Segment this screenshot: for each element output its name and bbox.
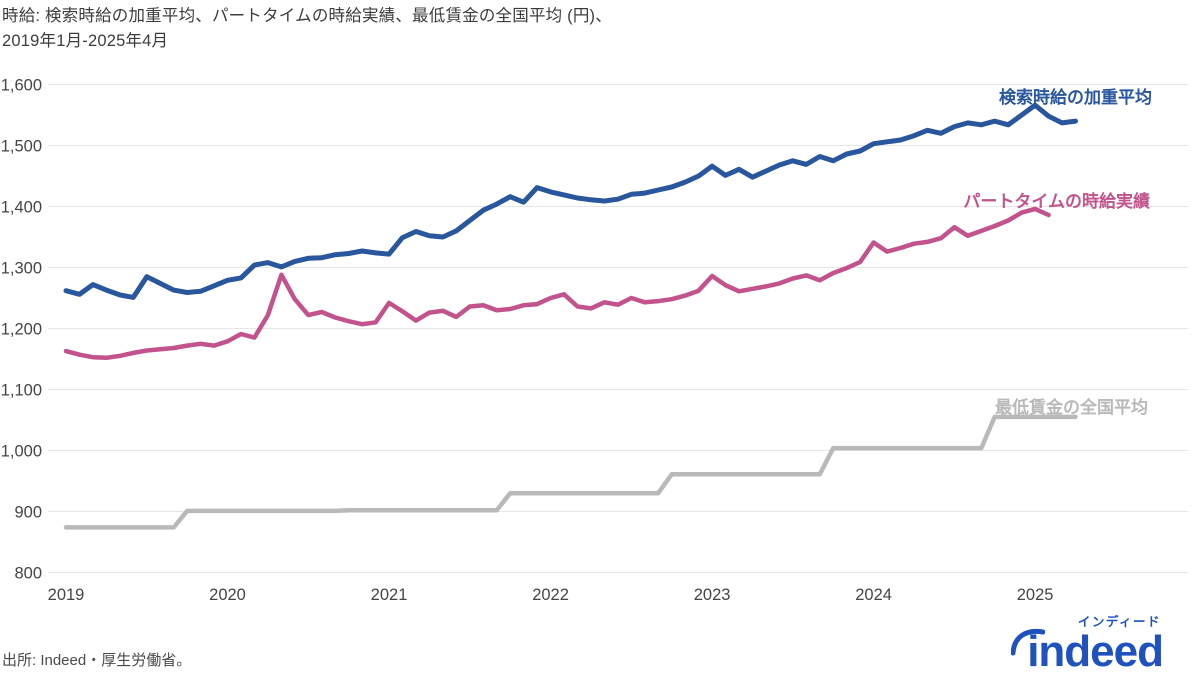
series-line-minimum-wage <box>63 414 1078 530</box>
y-tick-label: 1,100 <box>1 382 42 400</box>
series-line-parttime-actual <box>63 206 1051 361</box>
wage-line-chart: 800 900 1,000 1,100 1,200 1,300 1,400 1,500 1,60… <box>1 77 1188 604</box>
gridlines <box>48 84 1188 573</box>
x-tick-label: 2021 <box>371 586 408 604</box>
chart-title-line2: 2019年1月-2025年4月 <box>2 32 169 50</box>
y-tick-label: 1,300 <box>1 260 42 278</box>
x-axis-tick-labels: 2019 2020 2021 2022 2023 2024 2025 <box>48 586 1054 604</box>
y-tick-label: 1,600 <box>1 77 42 95</box>
y-tick-label: 1,500 <box>1 138 42 156</box>
series-label-search-wage: 検索時給の加重平均 <box>999 88 1152 107</box>
y-tick-label: 1,400 <box>1 199 42 217</box>
x-tick-label: 2023 <box>694 586 731 604</box>
series-label-parttime-actual: パートタイムの時給実績 <box>963 192 1150 211</box>
y-tick-label: 1,000 <box>1 443 42 461</box>
y-tick-label: 1,200 <box>1 321 42 339</box>
x-tick-label: 2019 <box>48 586 85 604</box>
indeed-logo: インディード indeed <box>1011 611 1164 676</box>
indeed-logo-katakana: インディード <box>1077 615 1161 629</box>
y-tick-label: 800 <box>14 565 42 583</box>
x-tick-label: 2024 <box>855 586 892 604</box>
x-tick-label: 2025 <box>1017 586 1054 604</box>
y-tick-label: 900 <box>14 504 42 522</box>
x-tick-label: 2022 <box>532 586 569 604</box>
chart-title: 時給: 検索時給の加重平均、パートタイムの時給実績、最低賃金の全国平均 (円)、… <box>2 4 612 54</box>
indeed-logo-swoosh-icon <box>1011 628 1046 656</box>
y-axis-tick-labels: 800 900 1,000 1,100 1,200 1,300 1,400 1,500 1,60… <box>1 77 42 583</box>
series-line-search-wage <box>63 102 1078 300</box>
x-tick-label: 2020 <box>209 586 246 604</box>
series-label-minimum-wage: 最低賃金の全国平均 <box>995 398 1148 417</box>
indeed-logo-wordmark: indeed <box>1027 627 1164 676</box>
source-note: 出所: Indeed・厚生労働省。 <box>2 652 192 669</box>
chart-title-line1: 時給: 検索時給の加重平均、パートタイムの時給実績、最低賃金の全国平均 (円)、 <box>2 7 612 25</box>
